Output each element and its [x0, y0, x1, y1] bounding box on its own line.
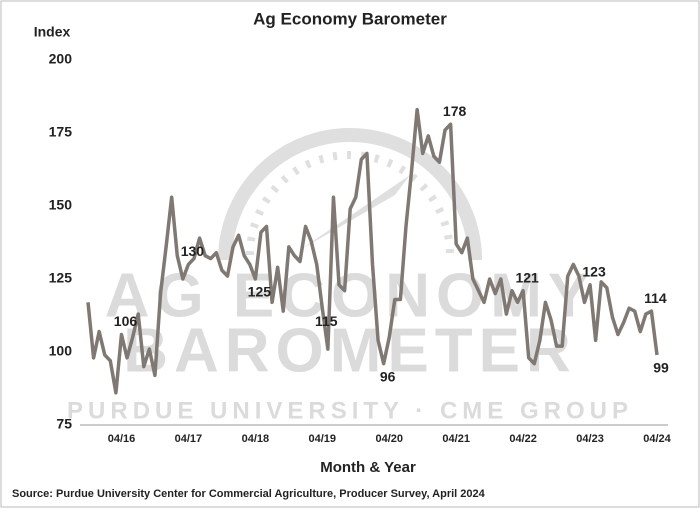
- x-tick-label: 04/16: [108, 433, 136, 445]
- x-tick-label: 04/18: [242, 433, 270, 445]
- watermark-text: PURDUE UNIVERSITY · CME GROUP: [67, 397, 633, 424]
- watermark-text: BAROMETER: [123, 316, 577, 385]
- x-tick-label: 04/23: [576, 433, 604, 445]
- data-label: 125: [248, 284, 272, 300]
- x-tick-label: 04/21: [442, 433, 470, 445]
- x-tick-label: 04/20: [375, 433, 403, 445]
- y-tick-label: 175: [49, 124, 73, 140]
- gauge-needle: [300, 175, 410, 250]
- x-tick-label: 04/24: [643, 433, 671, 445]
- chart-title: Ag Economy Barometer: [253, 9, 447, 28]
- x-tick-label: 04/17: [175, 433, 203, 445]
- y-tick-label: 125: [49, 270, 73, 286]
- data-label: 115: [315, 313, 338, 329]
- y-tick-label: 150: [49, 197, 73, 213]
- source-note: Source: Purdue University Center for Com…: [12, 488, 486, 500]
- y-axis-title: Index: [34, 24, 71, 40]
- gauge-arc: [218, 128, 482, 261]
- data-label: 178: [443, 103, 467, 119]
- x-tick-label: 04/19: [309, 433, 337, 445]
- watermark: [218, 128, 482, 261]
- x-tick-label: 04/22: [509, 433, 537, 445]
- data-label: 123: [582, 264, 606, 280]
- data-label: 130: [181, 243, 205, 259]
- data-label: 96: [380, 368, 396, 384]
- y-tick-label: 75: [56, 416, 72, 432]
- data-label: 121: [515, 269, 539, 285]
- gauge-dots: [246, 151, 454, 256]
- y-tick-label: 100: [49, 343, 73, 359]
- data-line: [86, 107, 659, 395]
- y-tick-label: 200: [49, 51, 73, 67]
- x-axis-title: Month & Year: [320, 459, 416, 476]
- data-label: 114: [644, 290, 667, 306]
- data-label: 99: [653, 360, 669, 376]
- data-label: 106: [114, 313, 138, 329]
